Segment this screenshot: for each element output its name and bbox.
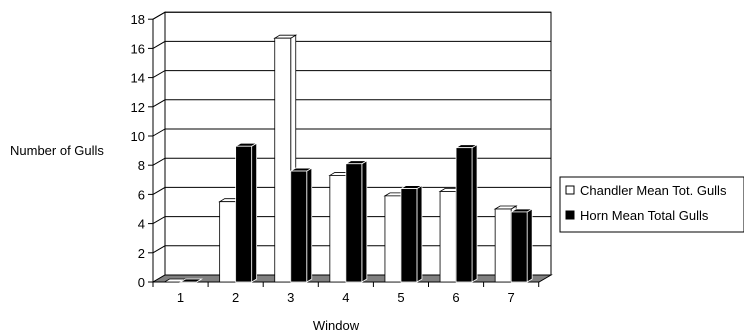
x-axis-title: Window bbox=[313, 318, 360, 333]
bar-side bbox=[471, 143, 478, 283]
legend: Chandler Mean Tot. Gulls Horn Mean Total… bbox=[559, 176, 744, 233]
x-tick-label: 4 bbox=[342, 290, 349, 305]
y-tick-label: 10 bbox=[131, 129, 145, 144]
bar-horn bbox=[509, 208, 534, 283]
bar-front bbox=[345, 163, 363, 283]
y-tick-labels: 0 2 4 6 8 10 12 14 16 18 bbox=[131, 12, 145, 290]
bar-front bbox=[219, 201, 237, 283]
bar-side bbox=[361, 160, 368, 283]
bar-front bbox=[274, 37, 292, 283]
legend-label-chandler: Chandler Mean Tot. Gulls bbox=[580, 183, 727, 198]
bar-horn bbox=[289, 167, 314, 283]
bar-horn bbox=[234, 142, 259, 283]
y-tick-label: 12 bbox=[131, 100, 145, 115]
bar-side bbox=[416, 184, 423, 283]
bar-front bbox=[439, 191, 457, 283]
bar-horn bbox=[454, 143, 479, 283]
y-tick-label: 4 bbox=[138, 217, 145, 232]
y-tick-label: 2 bbox=[138, 246, 145, 261]
x-tick-label: 5 bbox=[397, 290, 404, 305]
bar-horn bbox=[344, 160, 369, 283]
x-tick-label: 6 bbox=[452, 290, 459, 305]
gridline bbox=[152, 99, 551, 108]
bar-front bbox=[384, 195, 402, 283]
y-axis-title: Number of Gulls bbox=[10, 143, 104, 158]
legend-swatch-chandler bbox=[565, 185, 575, 195]
bar-front bbox=[290, 170, 308, 283]
bar-side bbox=[251, 142, 258, 283]
bar-horn bbox=[399, 184, 424, 283]
x-tick-labels: 1 2 3 4 5 6 7 bbox=[177, 290, 515, 305]
bar-horn bbox=[179, 278, 203, 283]
y-tick-label: 0 bbox=[138, 275, 145, 290]
bar-front bbox=[329, 175, 347, 283]
y-tick-label: 6 bbox=[138, 187, 145, 202]
gridline bbox=[152, 11, 551, 20]
bar-front bbox=[510, 211, 528, 283]
legend-border bbox=[559, 176, 744, 233]
x-tick-label: 1 bbox=[177, 290, 184, 305]
gridline bbox=[152, 128, 551, 137]
x-tick-label: 7 bbox=[508, 290, 515, 305]
y-tick-label: 16 bbox=[131, 41, 145, 56]
side-wall bbox=[152, 11, 166, 283]
gridline bbox=[152, 157, 551, 166]
bar-side bbox=[306, 167, 313, 283]
y-tick-label: 14 bbox=[131, 71, 145, 86]
bar-front bbox=[235, 145, 253, 283]
bar-side bbox=[526, 208, 533, 283]
legend-label-horn: Horn Mean Total Gulls bbox=[580, 208, 709, 223]
x-tick-label: 3 bbox=[287, 290, 294, 305]
legend-swatch-horn bbox=[565, 210, 575, 220]
bars bbox=[163, 34, 534, 283]
bar-top bbox=[179, 278, 203, 283]
x-tick-label: 2 bbox=[232, 290, 239, 305]
bar-front bbox=[400, 188, 418, 283]
bar-front bbox=[494, 208, 512, 283]
y-tick-label: 8 bbox=[138, 158, 145, 173]
gridline bbox=[152, 40, 551, 49]
gridline bbox=[152, 70, 551, 79]
y-tick-label: 18 bbox=[131, 12, 145, 27]
bar-front bbox=[455, 147, 473, 283]
